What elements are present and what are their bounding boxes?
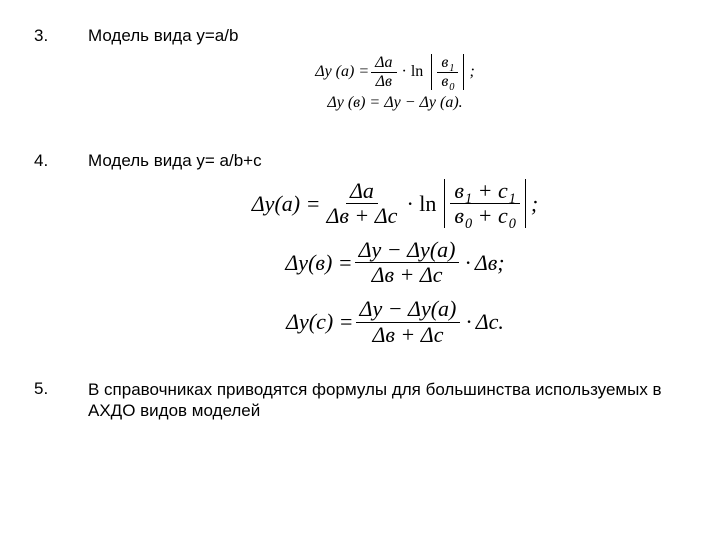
section-4-formula-2: Δy(в) = Δy − Δy(a) Δв + Δc · Δв;	[134, 238, 656, 287]
s4f1-tail: ;	[531, 191, 538, 216]
s4f3-rhs: Δc.	[476, 309, 504, 334]
s4f1-abs-bot-rb: c	[498, 203, 508, 228]
abs-bar-left	[444, 179, 445, 228]
section-5-number: 5.	[34, 379, 88, 399]
s4f1-abs-bot-lb: в	[454, 203, 464, 228]
section-3-body: Модель вида y=a/b	[88, 26, 686, 46]
section-4: 4. Модель вида y= a/b+c	[34, 151, 686, 171]
s3f1-frac-bot: Δв	[372, 73, 396, 91]
abs-bar-right	[525, 179, 526, 228]
section-3: 3. Модель вида y=a/b	[34, 26, 686, 46]
s4f2-lhs: Δy(в) =	[285, 250, 352, 275]
section-4-formula-1: Δy(a) = Δa Δв + Δc · ln в1 + c1 в0 + c0	[134, 179, 656, 228]
s4f3-frac-top: Δy − Δy(a)	[356, 297, 461, 322]
section-4-formulas: Δy(a) = Δa Δв + Δc · ln в1 + c1 в0 + c0	[34, 179, 686, 347]
s4f1-frac: Δa Δв + Δc	[322, 179, 401, 228]
s3f1-frac-top: Δa	[371, 54, 396, 73]
s4f2-frac: Δy − Δy(a) Δв + Δc	[355, 238, 460, 287]
s4f1-abs-bot-rs: 0	[509, 216, 516, 232]
s4f1-abs-bot: в0 + c0	[450, 204, 520, 228]
section-4-formula-3: Δy(c) = Δy − Δy(a) Δв + Δc · Δc.	[134, 297, 656, 346]
abs-bar-left	[431, 54, 432, 90]
s4f1-abs-bot-plus: +	[472, 203, 498, 228]
spacer	[34, 351, 686, 361]
section-3-formula-2: Δy (в) = Δy − Δy (a).	[164, 94, 626, 112]
spacer	[34, 117, 686, 151]
s3f1-tail: ;	[469, 63, 474, 81]
s3f1-abs-bot-base: в	[441, 73, 448, 90]
s4f1-abs-top-lb: в	[454, 178, 464, 203]
section-4-number: 4.	[34, 151, 88, 171]
s4f1-ln: · ln	[406, 191, 436, 216]
page: 3. Модель вида y=a/b Δy (a) = Δa Δв · ln…	[0, 0, 720, 455]
s4f3-frac-bot: Δв + Δc	[368, 323, 447, 347]
s3f1-abs-top: в1	[437, 54, 458, 73]
s4f1-abs-top-rb: c	[498, 178, 508, 203]
s4f2-dot: ·	[464, 250, 471, 275]
section-3-formula-1: Δy (a) = Δa Δв · ln в1 в0 ;	[164, 54, 626, 90]
s4f3-lhs: Δy(c) =	[286, 309, 353, 334]
s3f1-abs-bot: в0	[437, 73, 458, 91]
s4f1-frac-bot: Δв + Δc	[322, 204, 401, 228]
s4f2-frac-top: Δy − Δy(a)	[355, 238, 460, 263]
section-3-formulas: Δy (a) = Δa Δв · ln в1 в0 ;	[34, 54, 686, 113]
s4f1-frac-top: Δa	[346, 179, 378, 204]
s4f1-lhs: Δy(a) =	[252, 191, 321, 216]
s4f1-abs-top-plus: +	[472, 178, 498, 203]
s4f2-rhs: Δв;	[475, 250, 505, 275]
s3f1-frac: Δa Δв	[371, 54, 396, 90]
section-5-body: В справочниках приводятся формулы для бо…	[88, 379, 686, 422]
s3f1-abs-top-base: в	[441, 54, 448, 71]
s3f1-abs: в1 в0	[428, 54, 467, 90]
s4f3-dot: ·	[465, 309, 472, 334]
s3f2-text: Δy (в) = Δy − Δy (a).	[327, 94, 462, 112]
section-3-number: 3.	[34, 26, 88, 46]
section-4-heading: Модель вида y= a/b+c	[88, 151, 686, 171]
s3f1-lhs: Δy (a) =	[315, 63, 369, 81]
s4f3-frac: Δy − Δy(a) Δв + Δc	[356, 297, 461, 346]
section-4-body: Модель вида y= a/b+c	[88, 151, 686, 171]
s4f2-frac-bot: Δв + Δc	[368, 263, 447, 287]
section-5-text: В справочниках приводятся формулы для бо…	[88, 379, 686, 422]
abs-bar-right	[463, 54, 464, 90]
s4f1-abs-top: в1 + c1	[450, 179, 520, 204]
s3f1-abs-frac: в1 в0	[437, 54, 458, 90]
s3f1-abs-bot-sub: 0	[449, 82, 454, 93]
section-5: 5. В справочниках приводятся формулы для…	[34, 379, 686, 422]
section-3-heading: Модель вида y=a/b	[88, 26, 686, 46]
s4f1-abs: в1 + c1 в0 + c0	[441, 179, 529, 228]
s3f1-ln: · ln	[402, 63, 424, 81]
s4f1-abs-frac: в1 + c1 в0 + c0	[450, 179, 520, 228]
